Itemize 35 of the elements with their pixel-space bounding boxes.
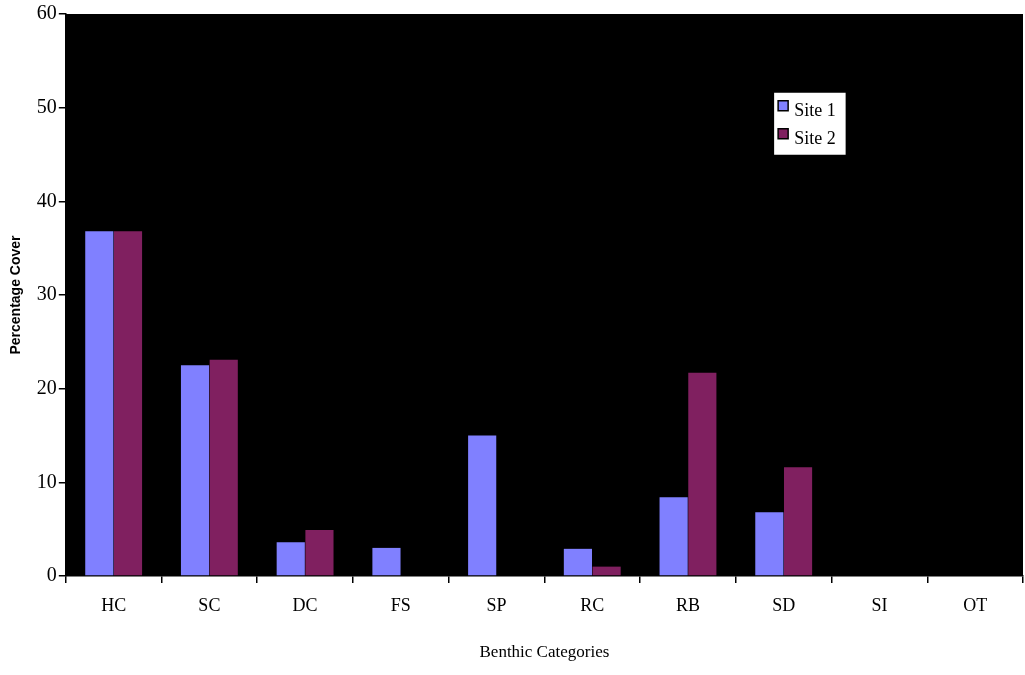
x-tick-label: SC xyxy=(198,594,221,615)
bar xyxy=(592,566,621,576)
x-tick-label: SI xyxy=(871,594,888,615)
bar xyxy=(372,547,401,576)
x-tick-label: RB xyxy=(675,594,700,615)
y-tick-label: 20 xyxy=(36,375,57,398)
x-tick-label: HC xyxy=(101,594,127,615)
x-tick-label: SD xyxy=(772,594,796,615)
bar xyxy=(113,231,143,576)
bar xyxy=(85,231,114,576)
bar xyxy=(783,467,813,576)
y-tick-label: 30 xyxy=(36,282,57,305)
legend-label: Site 2 xyxy=(794,128,836,149)
x-tick-label: DC xyxy=(292,594,318,615)
y-axis-title: Percentage Cover xyxy=(7,234,24,355)
y-tick-label: 0 xyxy=(46,563,57,586)
x-tick-label: FS xyxy=(390,594,411,615)
bar xyxy=(209,359,238,576)
bar xyxy=(468,435,497,576)
x-tick-label: RC xyxy=(580,594,605,615)
y-tick-label: 10 xyxy=(36,469,57,492)
x-tick-label: OT xyxy=(963,594,988,615)
x-tick-label: SP xyxy=(486,594,507,615)
legend-label: Site 1 xyxy=(794,100,836,121)
y-tick-label: 60 xyxy=(36,1,57,24)
y-tick-label: 40 xyxy=(36,188,57,211)
y-tick-label: 50 xyxy=(36,94,57,117)
bar xyxy=(180,365,210,576)
x-axis-title: Benthic Categories xyxy=(479,642,610,662)
bar xyxy=(659,497,688,576)
bar xyxy=(688,372,717,576)
bar xyxy=(563,548,592,576)
bar xyxy=(755,512,784,576)
bar xyxy=(276,542,305,576)
bar xyxy=(305,530,334,576)
